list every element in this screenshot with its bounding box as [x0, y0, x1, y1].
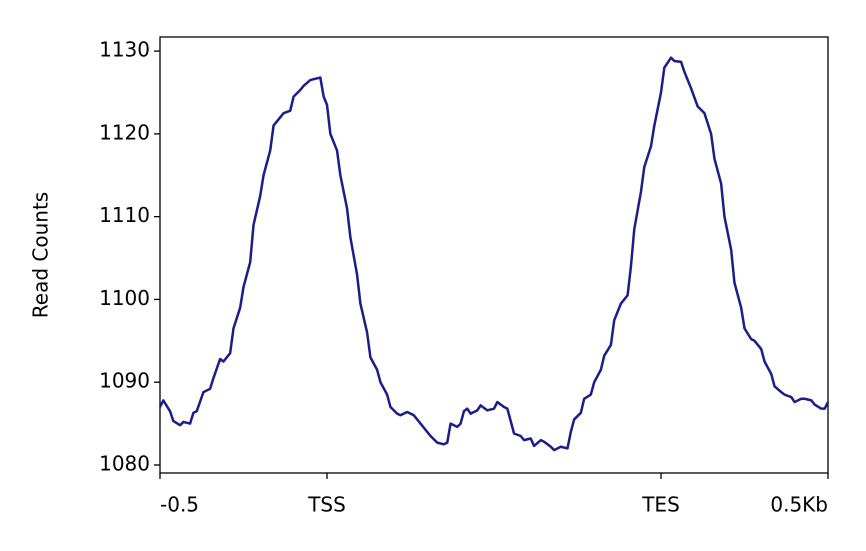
y-tick-label: 1120 [99, 120, 150, 144]
y-tick-label: 1080 [99, 451, 150, 475]
y-tick-label: 1130 [99, 38, 150, 62]
y-tick-label: 1100 [99, 286, 150, 310]
x-tick-label: TSS [307, 493, 346, 517]
x-tick-label: -0.5 [160, 493, 199, 517]
y-tick-label: 1110 [99, 203, 150, 227]
x-tick-label: 0.5Kb [770, 493, 828, 517]
x-tick-label: TES [641, 493, 680, 517]
y-axis-label: Read Counts [29, 192, 53, 318]
plot-frame [159, 36, 829, 474]
line-series [158, 56, 830, 452]
y-tick-label: 1090 [99, 369, 150, 393]
